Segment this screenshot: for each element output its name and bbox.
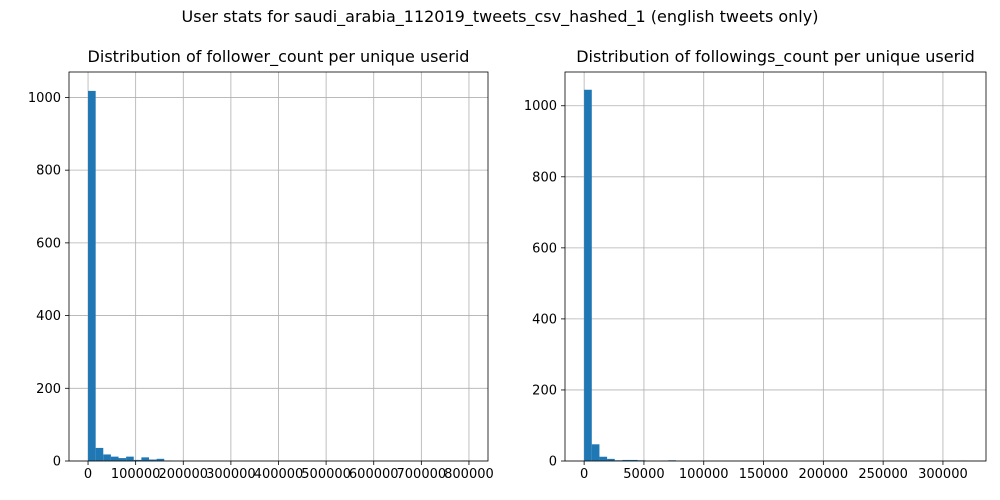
y-tick-label: 1000 xyxy=(524,99,557,114)
x-tick-label: 400000 xyxy=(254,467,304,482)
histogram-bar xyxy=(148,459,157,461)
x-tick-label: 100000 xyxy=(111,467,161,482)
chart-title: Distribution of follower_count per uniqu… xyxy=(88,47,470,67)
histogram-bar xyxy=(110,456,119,461)
histogram-bar xyxy=(95,447,104,461)
histogram-bar xyxy=(156,458,165,461)
histogram-bar xyxy=(607,458,615,461)
x-tick-label: 0 xyxy=(84,467,92,482)
y-tick-label: 400 xyxy=(532,312,557,327)
x-tick-label: 200000 xyxy=(799,467,849,482)
y-tick-label: 200 xyxy=(532,383,557,398)
y-tick-label: 800 xyxy=(36,164,61,179)
histogram-bar xyxy=(88,90,96,462)
histogram-bar xyxy=(118,458,127,461)
x-tick-label: 0 xyxy=(580,467,588,482)
x-tick-label: 200000 xyxy=(158,467,208,482)
x-tick-label: 250000 xyxy=(858,467,908,482)
x-tick-label: 800000 xyxy=(444,467,494,482)
histogram-bar xyxy=(584,89,592,461)
y-tick-label: 200 xyxy=(36,382,61,397)
histogram-bar xyxy=(126,456,134,461)
chart-followings-count: 0 50000 100000 150000 200000 250000 300000 0 200… xyxy=(524,47,987,482)
histogram-bar xyxy=(133,459,142,461)
y-tick-label: 0 xyxy=(549,455,557,470)
x-tick-label: 100000 xyxy=(679,467,729,482)
x-tick-label: 500000 xyxy=(301,467,351,482)
y-tick-label: 600 xyxy=(532,241,557,256)
figure-suptitle: User stats for saudi_arabia_112019_tweet… xyxy=(181,7,819,26)
histogram-bar xyxy=(622,459,631,461)
x-tick-label: 300000 xyxy=(206,467,256,482)
x-tick-label: 600000 xyxy=(349,467,399,482)
y-tick-label: 600 xyxy=(36,236,61,251)
histogram-bar xyxy=(103,454,111,461)
x-tick-label: 700000 xyxy=(397,467,447,482)
y-tick-label: 0 xyxy=(53,455,61,470)
x-tick-label: 50000 xyxy=(623,467,664,482)
histogram-bar xyxy=(141,457,149,461)
histogram-bar xyxy=(599,456,608,461)
chart-follower-count: 0 100000200000300000400000500000600000700… xyxy=(28,47,494,482)
y-tick-label: 1000 xyxy=(28,91,61,106)
axes-frame xyxy=(564,71,987,462)
chart-title: Distribution of followings_count per uni… xyxy=(576,47,975,67)
x-tick-label: 150000 xyxy=(739,467,789,482)
y-tick-label: 400 xyxy=(36,309,61,324)
y-tick-label: 800 xyxy=(532,170,557,185)
x-tick-label: 300000 xyxy=(918,467,968,482)
histogram-bar xyxy=(591,444,600,461)
histogram-bar xyxy=(630,459,638,461)
